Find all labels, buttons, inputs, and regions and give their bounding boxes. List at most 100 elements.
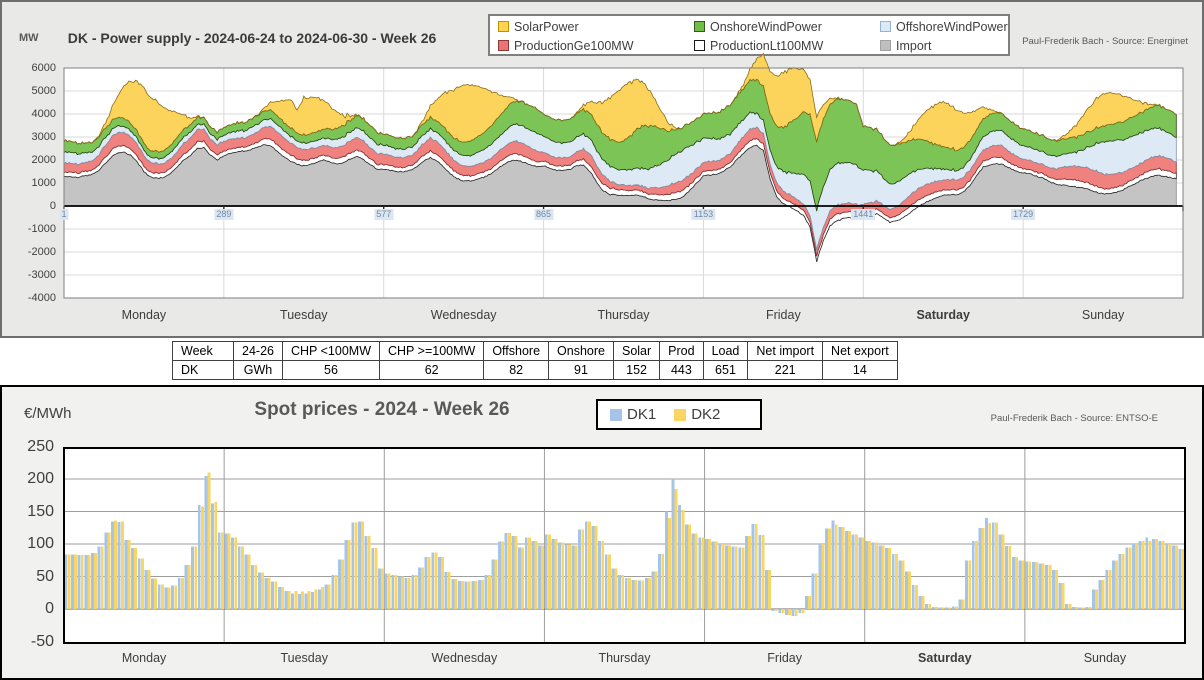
price-bar-dk1 xyxy=(1178,549,1182,609)
price-bar-dk1 xyxy=(591,525,595,609)
price-bar-dk1 xyxy=(551,538,555,609)
legend-swatch-icon xyxy=(880,21,891,32)
price-bar-dk2 xyxy=(1148,540,1152,609)
legend-swatch-icon xyxy=(610,408,622,421)
day-label-friday: Friday xyxy=(767,651,803,665)
y-axis-tick-label: 50 xyxy=(36,567,54,585)
price-bar-dk2 xyxy=(381,568,384,609)
price-bar-dk1 xyxy=(618,575,622,609)
legend-label: ProductionLt100MW xyxy=(710,38,824,53)
price-bar-dk2 xyxy=(661,553,665,609)
price-bar-dk1 xyxy=(211,503,215,609)
price-bar-dk2 xyxy=(260,572,264,609)
price-bar-dk1 xyxy=(311,592,315,609)
legend-swatch-icon xyxy=(674,408,687,421)
price-bar-dk2 xyxy=(160,584,164,609)
price-bar-dk1 xyxy=(818,544,822,609)
price-bar-dk1 xyxy=(758,534,762,609)
day-label-saturday: Saturday xyxy=(916,308,970,322)
price-bar-dk2 xyxy=(981,527,985,609)
price-bar-dk1 xyxy=(357,521,361,609)
legend-label: OffshoreWindPower xyxy=(896,19,1008,34)
power-chart-attribution: Paul-Frederik Bach - Source: Energinet xyxy=(1022,36,1188,47)
y-axis-tick-label: -50 xyxy=(30,632,54,650)
price-bar-dk2 xyxy=(881,545,885,609)
price-bar-dk2 xyxy=(247,554,251,609)
power-supply-stacked-area-chart xyxy=(63,52,1184,299)
price-bar-dk2 xyxy=(648,577,651,609)
price-bar-dk1 xyxy=(151,578,154,609)
power-chart-title: DK - Power supply - 2024-06-24 to 2024-0… xyxy=(67,30,437,46)
day-label-tuesday: Tuesday xyxy=(280,651,328,665)
price-bar-dk1 xyxy=(671,479,675,609)
price-bar-dk1 xyxy=(1131,544,1135,609)
price-bar-dk2 xyxy=(140,558,144,609)
price-bar-dk2 xyxy=(948,607,952,609)
price-bar-dk2 xyxy=(908,571,912,609)
price-bar-dk1 xyxy=(811,573,815,609)
price-bar-dk1 xyxy=(1011,557,1015,609)
price-bar-dk1 xyxy=(711,541,715,609)
price-bar-dk2 xyxy=(307,590,311,609)
table-cell: 82 xyxy=(483,360,550,380)
area-band-solarpower xyxy=(63,52,1177,153)
price-bar-dk2 xyxy=(1061,583,1065,609)
price-bar-dk1 xyxy=(1051,570,1055,609)
price-bar-dk1 xyxy=(1118,553,1122,609)
price-bar-dk2 xyxy=(414,575,418,609)
price-bar-dk1 xyxy=(678,505,682,609)
price-bar-dk1 xyxy=(291,593,295,609)
price-bar-dk2 xyxy=(894,553,898,609)
price-bar-dk1 xyxy=(317,589,321,609)
y-axis-tick-label: 200 xyxy=(27,470,54,487)
price-bar-dk1 xyxy=(1098,579,1102,609)
price-bar-dk2 xyxy=(854,534,858,609)
day-label-sunday: Sunday xyxy=(1081,308,1125,322)
price-bar-dk1 xyxy=(464,581,468,609)
price-bar-dk2 xyxy=(401,576,405,609)
y-axis-tick-label: 250 xyxy=(27,437,54,455)
price-bar-dk1 xyxy=(1138,540,1142,609)
y-axis-tick-label: -3000 xyxy=(27,269,56,281)
price-bar-dk2 xyxy=(1115,560,1118,609)
price-bar-dk1 xyxy=(1018,560,1022,609)
price-bar-dk2 xyxy=(761,534,765,609)
price-bar-dk1 xyxy=(64,554,68,609)
price-bar-dk2 xyxy=(848,531,852,609)
price-bar-dk2 xyxy=(474,581,478,609)
price-bar-dk2 xyxy=(454,579,458,609)
legend-label: Import xyxy=(896,38,932,53)
price-bar-dk1 xyxy=(1005,545,1009,609)
price-bar-dk2 xyxy=(968,560,972,609)
price-bar-dk2 xyxy=(634,579,638,609)
y-axis-tick-label: 0 xyxy=(45,600,54,617)
price-bar-dk1 xyxy=(1031,562,1035,609)
price-bar-dk1 xyxy=(104,532,108,609)
price-bar-dk2 xyxy=(1088,607,1092,609)
price-bar-dk1 xyxy=(898,560,902,609)
price-bar-dk1 xyxy=(918,596,922,609)
price-bar-dk1 xyxy=(231,537,235,609)
price-bar-dk2 xyxy=(220,532,224,609)
price-bar-dk1 xyxy=(1078,607,1082,609)
price-bar-dk1 xyxy=(805,596,808,609)
price-bar-dk1 xyxy=(404,577,408,609)
price-bar-dk2 xyxy=(1048,564,1052,609)
price-bar-dk1 xyxy=(598,540,602,609)
price-bar-dk1 xyxy=(978,527,982,609)
price-bar-dk2 xyxy=(501,541,505,609)
price-bar-dk1 xyxy=(1045,564,1049,609)
price-bar-dk2 xyxy=(187,564,191,609)
price-bar-dk1 xyxy=(538,545,541,609)
price-bar-dk1 xyxy=(651,571,655,609)
table-header-row: Week 24-26 CHP <100MW CHP >=100MW Offshore On… xyxy=(172,341,898,361)
price-bar-dk2 xyxy=(754,523,758,609)
legend-item-productionlt100mw: ProductionLt100MW xyxy=(694,39,880,53)
legend-swatch-icon xyxy=(498,21,509,32)
price-bar-dk1 xyxy=(184,564,188,609)
legend-label: OnshoreWindPower xyxy=(710,19,822,34)
table-header-cell: CHP >=100MW xyxy=(378,341,485,361)
price-bar-dk1 xyxy=(664,511,668,609)
price-bar-dk2 xyxy=(94,553,98,609)
price-bar-dk2 xyxy=(407,577,411,609)
